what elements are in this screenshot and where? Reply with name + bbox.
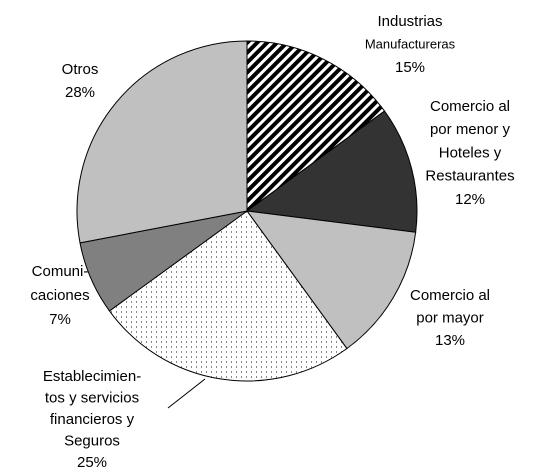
slice-label: Seguros: [64, 432, 120, 449]
slice-label: caciones: [30, 287, 89, 304]
value-label: 12%: [455, 191, 485, 208]
leader-line: [167, 378, 206, 409]
slice-label: financieros y: [50, 411, 135, 428]
slice-label: Comercio al: [430, 98, 510, 115]
slice-label: Establecimien-: [43, 368, 141, 385]
pie-slice: [108, 210, 348, 382]
value-label: 15%: [395, 59, 425, 76]
value-label: 13%: [435, 332, 465, 349]
slice-label: Industrias: [377, 13, 442, 30]
value-label: 28%: [65, 84, 95, 101]
pie-slice: [76, 40, 248, 244]
slice-label: Manufactureras: [365, 36, 456, 51]
slice-label: tos y servicios: [45, 389, 139, 406]
slice-label: por mayor: [416, 309, 484, 326]
pie-slice: [245, 210, 417, 350]
value-label: 25%: [77, 454, 107, 471]
slice-label: Otros: [62, 61, 99, 78]
slice-label: Restaurantes: [425, 168, 514, 185]
slice-label: Comuni-: [32, 263, 89, 280]
pie-slice: [246, 40, 386, 212]
value-label: 7%: [49, 311, 71, 328]
pie-slice: [245, 110, 418, 233]
slice-label: por menor y: [430, 121, 511, 138]
slice-label: Comercio al: [410, 287, 490, 304]
slice-label: Hoteles y: [439, 144, 502, 161]
